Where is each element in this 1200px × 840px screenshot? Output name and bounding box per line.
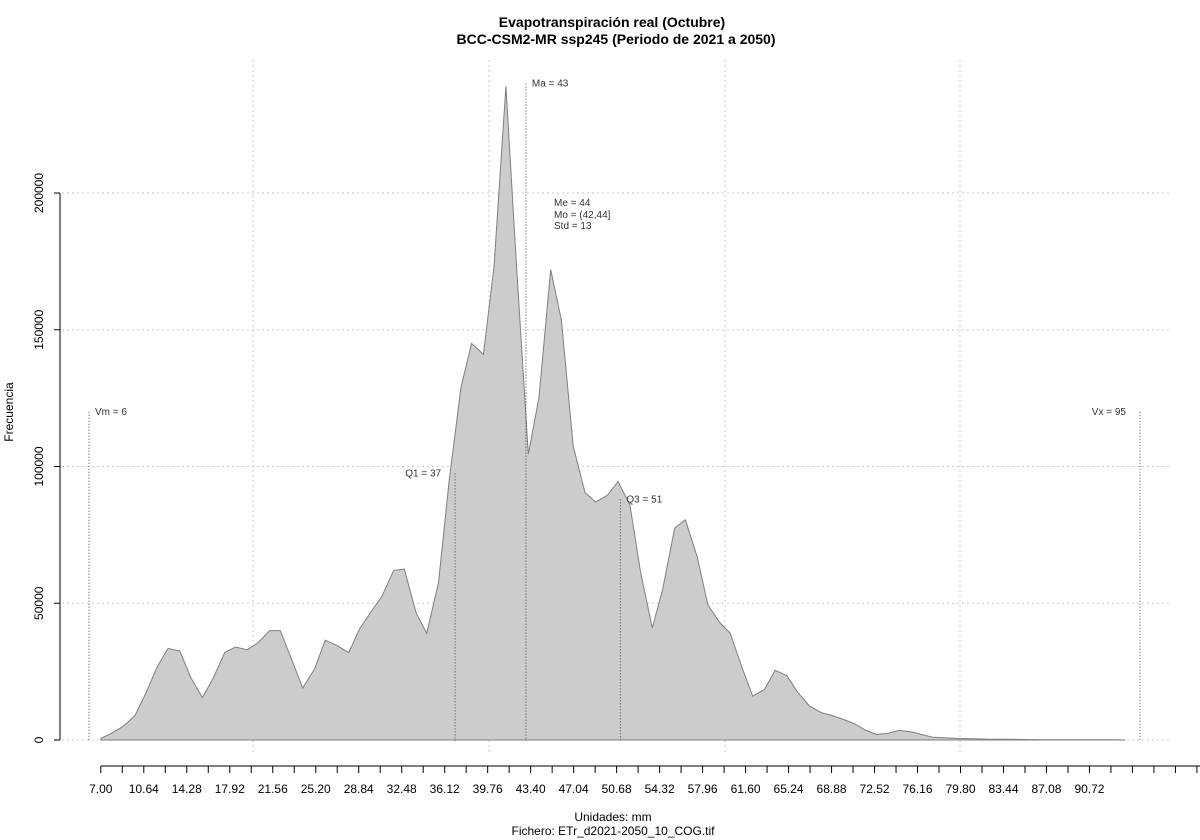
x-tick-label: 47.04 <box>559 782 589 796</box>
marker-label: Q3 = 51 <box>626 494 662 505</box>
x-tick-label: 14.28 <box>172 782 202 796</box>
x-axis-label: Unidades: mm <box>574 810 651 824</box>
marker-label: Vm = 6 <box>95 407 127 418</box>
x-tick-label: 28.84 <box>344 782 374 796</box>
marker-label: Q1 = 37 <box>405 468 441 479</box>
marker-label: Vx = 95 <box>1092 407 1127 418</box>
file-label: Fichero: ETr_d2021-2050_10_COG.tif <box>512 824 716 838</box>
x-tick-label: 65.24 <box>774 782 804 796</box>
x-tick-label: 36.12 <box>430 782 460 796</box>
x-tick-label: 39.76 <box>473 782 503 796</box>
x-tick-label: 90.72 <box>1074 782 1104 796</box>
stats-median: Me = 44 <box>554 198 591 209</box>
x-tick-label: 68.88 <box>817 782 847 796</box>
x-tick-label: 21.56 <box>258 782 288 796</box>
y-tick-label: 50000 <box>32 586 46 620</box>
x-tick-label: 57.96 <box>688 782 718 796</box>
x-tick-label: 72.52 <box>860 782 890 796</box>
stats-mode: Mo = (42,44] <box>554 210 611 221</box>
y-tick-label: 0 <box>32 736 46 743</box>
chart-title: Evapotranspiración real (Octubre) <box>499 14 725 30</box>
x-tick-label: 32.48 <box>387 782 417 796</box>
y-axis: 0 50000 100000 150000 200000 <box>32 173 61 743</box>
frequency-area <box>100 86 1126 741</box>
stats-annotation: Me = 44 Mo = (42,44] Std = 13 <box>554 198 611 232</box>
statistic-markers: Vm = 6 Q1 = 37 Ma = 43 Q3 = 51 Vx = 95 <box>88 79 1141 741</box>
x-tick-label: 7.00 <box>89 782 113 796</box>
x-tick-label: 61.60 <box>731 782 761 796</box>
marker-label: Ma = 43 <box>532 79 569 90</box>
y-tick-label: 100000 <box>32 446 46 486</box>
x-axis: 7.00 10.64 14.28 17.92 21.56 25.20 28.84 32.48 3… <box>89 765 1200 796</box>
x-tick-label: 83.44 <box>988 782 1018 796</box>
x-tick-label: 25.20 <box>301 782 331 796</box>
x-tick-label: 10.64 <box>129 782 159 796</box>
x-tick-label: 17.92 <box>215 782 245 796</box>
y-axis-label: Frecuencia <box>2 382 16 442</box>
chart-subtitle: BCC-CSM2-MR ssp245 (Periodo de 2021 a 20… <box>457 31 776 47</box>
y-tick-label: 150000 <box>32 309 46 349</box>
x-tick-label: 79.80 <box>945 782 975 796</box>
x-tick-label: 87.08 <box>1031 782 1061 796</box>
stats-std: Std = 13 <box>554 221 592 232</box>
x-tick-label: 43.40 <box>516 782 546 796</box>
x-tick-label: 54.32 <box>645 782 675 796</box>
x-tick-label: 76.16 <box>903 782 933 796</box>
x-tick-label: 50.68 <box>602 782 632 796</box>
y-tick-label: 200000 <box>32 173 46 213</box>
